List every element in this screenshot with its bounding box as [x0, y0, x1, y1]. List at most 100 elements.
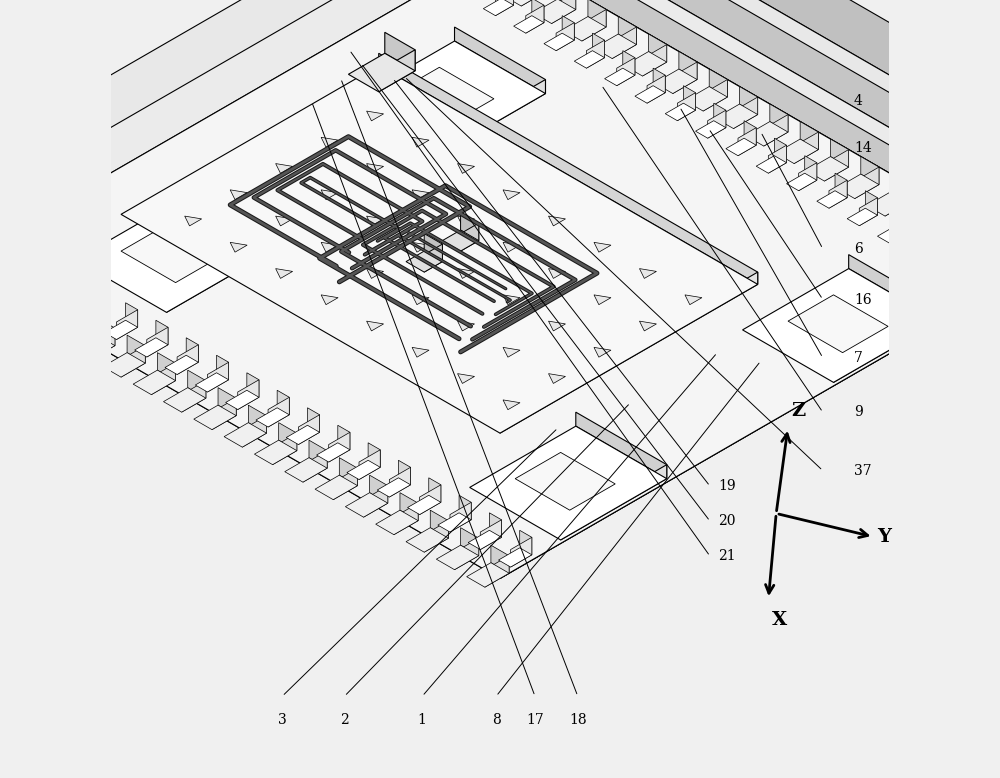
Polygon shape: [770, 104, 788, 132]
Polygon shape: [503, 347, 520, 357]
Polygon shape: [95, 286, 107, 310]
Polygon shape: [503, 243, 520, 252]
Polygon shape: [455, 538, 479, 569]
Polygon shape: [42, 317, 85, 342]
Polygon shape: [0, 0, 1000, 551]
Polygon shape: [461, 212, 479, 240]
Polygon shape: [655, 69, 697, 93]
Polygon shape: [768, 145, 787, 173]
Polygon shape: [847, 209, 877, 226]
Polygon shape: [468, 531, 502, 549]
Polygon shape: [588, 0, 606, 27]
Polygon shape: [177, 345, 198, 374]
Polygon shape: [389, 468, 411, 497]
Polygon shape: [592, 33, 605, 58]
Polygon shape: [624, 51, 667, 76]
Polygon shape: [938, 261, 968, 279]
Polygon shape: [394, 67, 494, 125]
Polygon shape: [891, 174, 909, 202]
Polygon shape: [653, 68, 665, 93]
Polygon shape: [946, 219, 970, 251]
Polygon shape: [558, 0, 576, 9]
Polygon shape: [500, 0, 1000, 263]
Polygon shape: [207, 363, 229, 392]
Polygon shape: [521, 0, 545, 6]
Polygon shape: [714, 103, 726, 128]
Polygon shape: [503, 295, 520, 305]
Text: 16: 16: [854, 293, 872, 307]
Polygon shape: [921, 191, 940, 219]
Polygon shape: [859, 198, 877, 226]
Polygon shape: [594, 243, 611, 252]
Polygon shape: [981, 268, 999, 296]
Polygon shape: [424, 244, 442, 272]
Polygon shape: [185, 216, 202, 226]
Polygon shape: [321, 138, 338, 147]
Polygon shape: [364, 485, 388, 517]
Polygon shape: [157, 352, 176, 380]
Polygon shape: [586, 40, 605, 68]
Polygon shape: [485, 555, 509, 587]
Polygon shape: [837, 174, 879, 198]
Polygon shape: [635, 86, 665, 103]
Polygon shape: [556, 23, 574, 51]
Polygon shape: [406, 527, 448, 552]
Polygon shape: [91, 328, 115, 359]
Polygon shape: [73, 335, 115, 359]
Text: 1: 1: [418, 713, 427, 727]
Polygon shape: [276, 268, 293, 279]
Polygon shape: [639, 268, 656, 279]
Polygon shape: [582, 9, 606, 41]
Polygon shape: [920, 233, 938, 261]
Polygon shape: [12, 300, 54, 324]
Polygon shape: [515, 453, 615, 510]
Polygon shape: [44, 286, 77, 304]
Polygon shape: [0, 275, 24, 307]
Polygon shape: [195, 373, 229, 392]
Polygon shape: [279, 422, 297, 450]
Polygon shape: [438, 513, 471, 532]
Text: 19: 19: [718, 479, 735, 493]
Polygon shape: [800, 121, 818, 149]
Polygon shape: [412, 295, 429, 305]
Polygon shape: [617, 58, 635, 86]
Polygon shape: [855, 167, 879, 198]
Polygon shape: [526, 5, 544, 33]
Polygon shape: [743, 268, 940, 382]
Polygon shape: [715, 104, 758, 128]
Polygon shape: [459, 496, 471, 520]
Polygon shape: [549, 268, 565, 279]
Polygon shape: [618, 16, 636, 44]
Polygon shape: [709, 69, 727, 97]
Polygon shape: [0, 251, 16, 269]
Text: 4: 4: [854, 94, 863, 108]
Polygon shape: [549, 373, 565, 384]
Polygon shape: [503, 0, 545, 6]
Polygon shape: [673, 62, 697, 93]
Polygon shape: [186, 338, 198, 363]
Polygon shape: [483, 0, 514, 16]
Polygon shape: [163, 387, 206, 412]
Text: 14: 14: [854, 141, 872, 155]
Polygon shape: [805, 156, 817, 180]
Polygon shape: [430, 510, 448, 538]
Text: 2: 2: [340, 713, 349, 727]
Polygon shape: [830, 139, 849, 167]
Polygon shape: [950, 251, 968, 279]
Polygon shape: [639, 321, 656, 331]
Polygon shape: [188, 370, 206, 398]
Text: Y: Y: [877, 527, 891, 546]
Polygon shape: [764, 114, 788, 146]
Polygon shape: [952, 209, 970, 237]
Polygon shape: [224, 422, 267, 447]
Polygon shape: [367, 111, 384, 121]
Polygon shape: [97, 317, 115, 345]
Polygon shape: [400, 492, 418, 520]
Polygon shape: [544, 33, 574, 51]
Polygon shape: [849, 254, 940, 321]
Polygon shape: [564, 16, 606, 41]
Polygon shape: [926, 226, 938, 251]
Text: Z: Z: [792, 402, 806, 420]
Polygon shape: [347, 461, 380, 479]
Polygon shape: [376, 510, 418, 534]
